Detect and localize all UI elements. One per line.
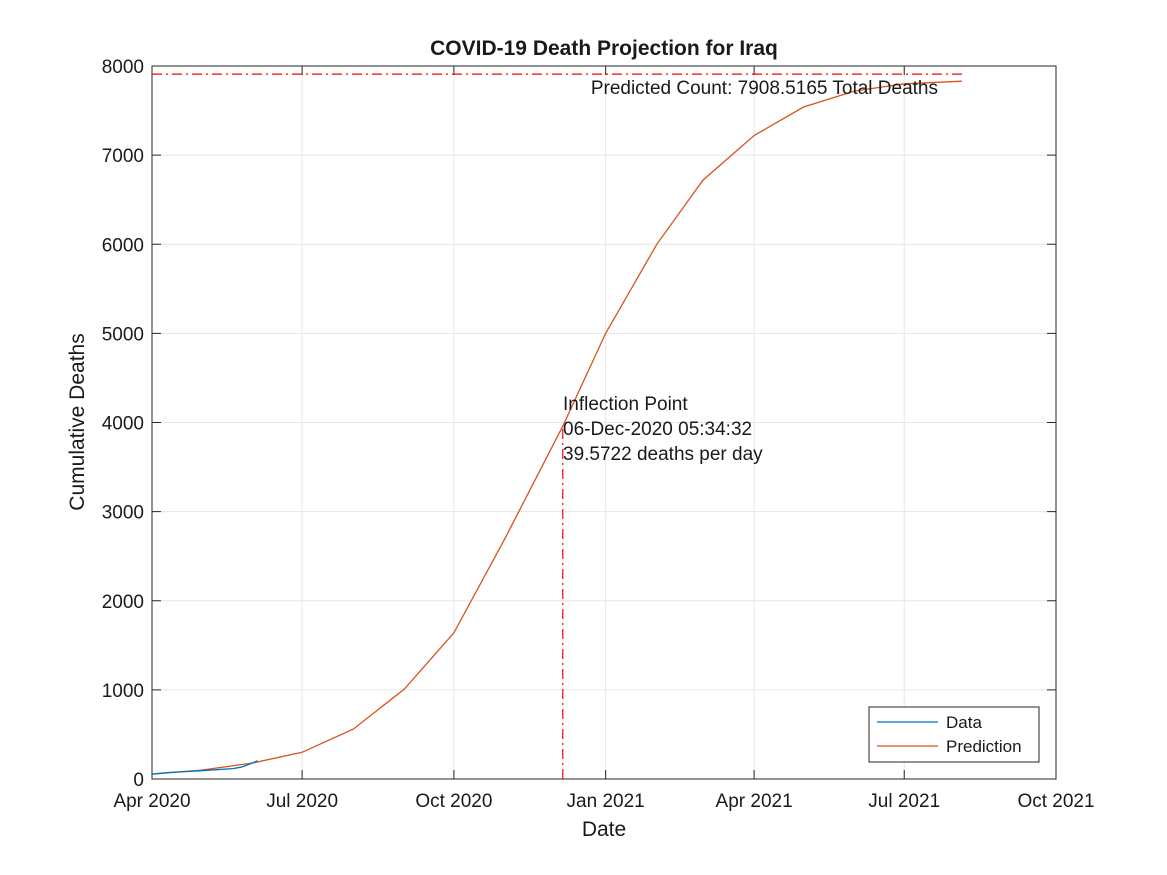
series-line-prediction	[151, 80, 963, 775]
series-line-data	[151, 760, 258, 775]
axis-ticks: Apr 2020 Jul 2020 Oct 2020 Jan 2021 Apr 2021…	[102, 57, 1095, 812]
y-tick-label: 1000	[102, 681, 144, 702]
legend: Data Prediction	[868, 706, 1040, 763]
y-tick-label: 6000	[102, 235, 144, 256]
legend-label-data: Data	[946, 713, 982, 732]
y-tick-label: 8000	[102, 57, 144, 78]
inflection-label: Inflection Point 06-Dec-2020 05:34:32 39…	[563, 394, 763, 465]
x-tick-label: Oct 2020	[415, 791, 492, 812]
annotations	[152, 73, 962, 779]
chart-title: COVID-19 Death Projection for Iraq	[430, 37, 778, 60]
grid	[151, 65, 1057, 780]
x-tick-label: Jan 2021	[567, 791, 645, 812]
x-tick-label: Apr 2021	[716, 791, 793, 812]
y-tick-label: 2000	[102, 592, 144, 613]
y-tick-label: 0	[133, 770, 144, 791]
x-tick-label: Oct 2021	[1017, 791, 1094, 812]
inflection-rate: 39.5722 deaths per day	[563, 444, 763, 465]
y-tick-label: 4000	[102, 414, 144, 435]
series-lines	[151, 80, 963, 775]
y-tick-label: 3000	[102, 503, 144, 524]
inflection-title: Inflection Point	[563, 394, 688, 415]
y-tick-label: 5000	[102, 324, 144, 345]
y-axis-label: Cumulative Deaths	[66, 333, 89, 510]
x-tick-label: Jul 2020	[266, 791, 338, 812]
x-tick-label: Jul 2021	[868, 791, 940, 812]
inflection-datetime: 06-Dec-2020 05:34:32	[563, 419, 752, 440]
x-tick-label: Apr 2020	[113, 791, 190, 812]
x-axis-label: Date	[582, 818, 626, 841]
y-tick-label: 7000	[102, 146, 144, 167]
asymptote-label: Predicted Count: 7908.5165 Total Deaths	[591, 78, 938, 99]
legend-label-prediction: Prediction	[946, 737, 1022, 756]
legend-box	[868, 706, 1040, 763]
